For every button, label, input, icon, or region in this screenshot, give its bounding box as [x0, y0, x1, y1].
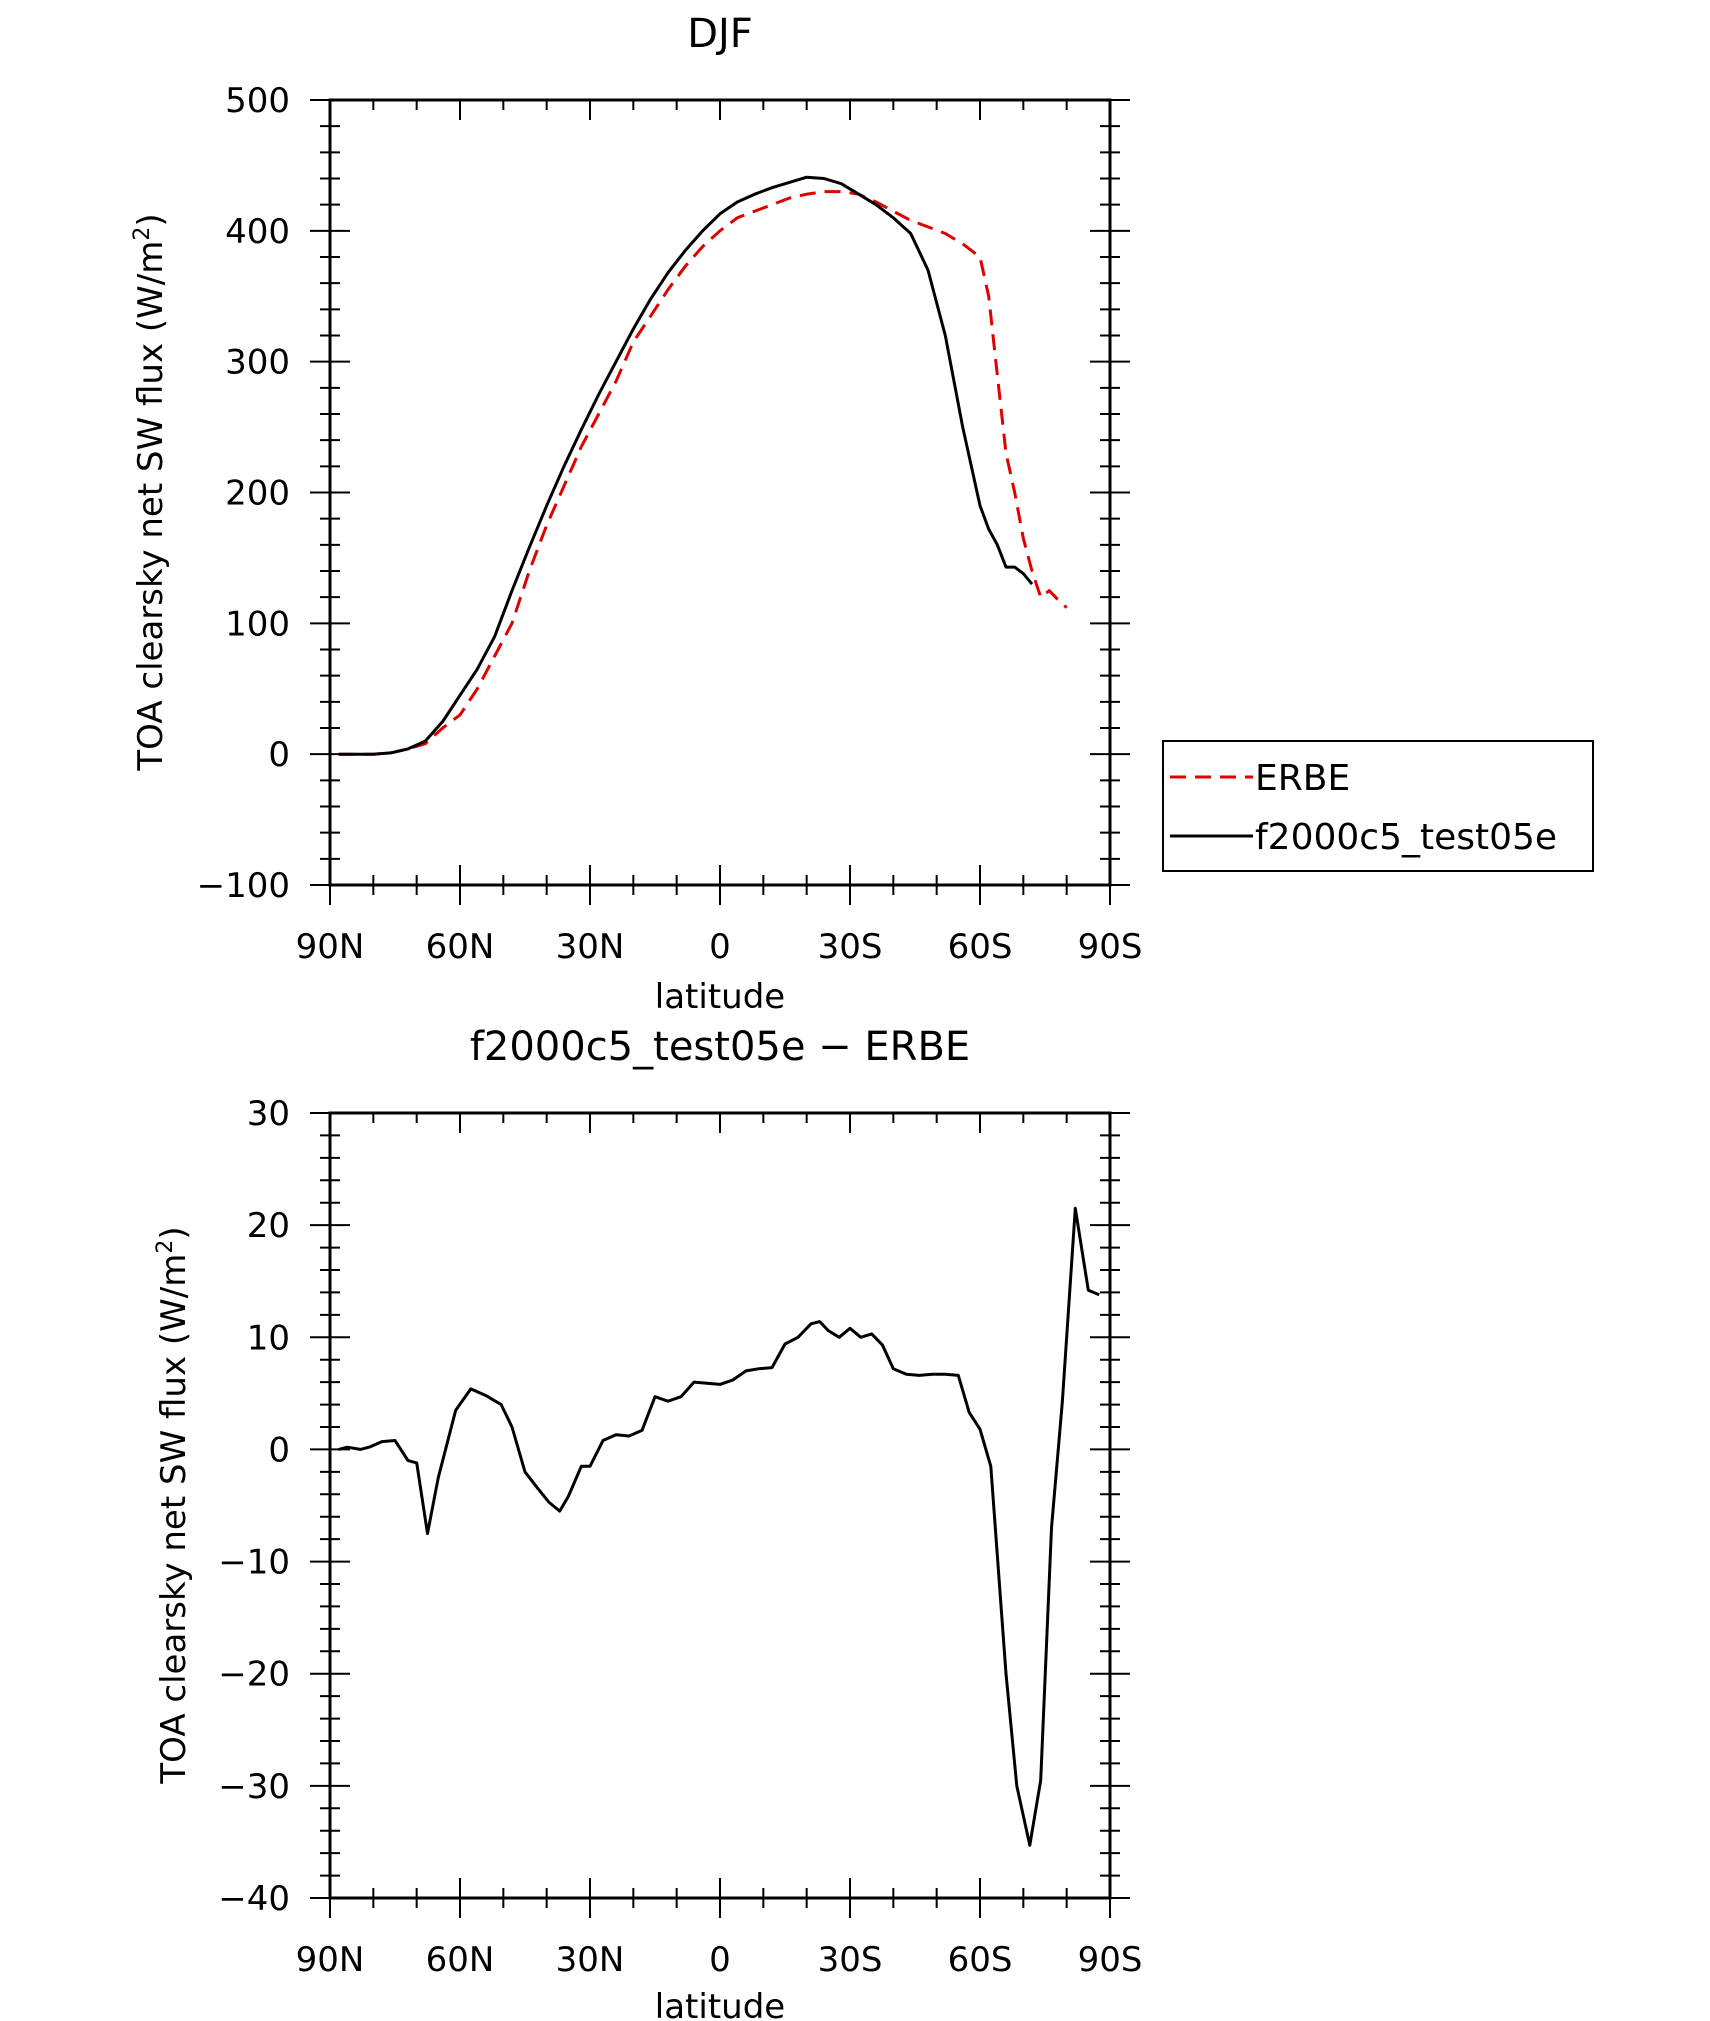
legend-box [1162, 740, 1594, 872]
top-chart-title: DJF [687, 11, 753, 57]
bottom-y-tick-label: −20 [218, 1655, 290, 1695]
top-y-axis-label-sup: 2 [130, 227, 155, 241]
legend-label-erbe: ERBE [1255, 758, 1350, 799]
bottom-y-axis-label-sup: 2 [153, 1240, 178, 1254]
top-x-tick-label: 60S [948, 927, 1013, 967]
bottom-x-tick-label: 60N [426, 1940, 495, 1980]
top-x-tick-label: 90N [296, 927, 365, 967]
top-x-tick-label: 30S [818, 927, 883, 967]
top-y-tick-label: 300 [225, 343, 290, 383]
bottom-chart-title: f2000c5_test05e − ERBE [470, 1024, 970, 1070]
top-y-tick-label: 0 [268, 735, 290, 775]
bottom-x-axis-label: latitude [655, 1987, 785, 2021]
bottom-x-tick-label: 30S [818, 1940, 883, 1980]
top-y-tick-label: 200 [225, 474, 290, 514]
bottom-series-line-difference [338, 1206, 1100, 1847]
top-x-axis-label: latitude [655, 977, 785, 1017]
bottom-series-lines [338, 1206, 1100, 1847]
bottom-y-tick-label: 10 [247, 1318, 290, 1358]
bottom-x-tick-labels: 90N 60N 30N 0 30S 60S 90S [296, 1940, 1143, 1980]
top-y-tick-label: −100 [197, 866, 290, 906]
top-y-tick-labels: −100 0 100 200 300 400 500 [197, 81, 290, 906]
top-y-axis-label-end: ) [131, 213, 171, 226]
top-x-tick-label: 90S [1078, 927, 1143, 967]
top-x-tick-label: 0 [709, 927, 731, 967]
top-x-tick-label: 60N [426, 927, 495, 967]
bottom-ticks [310, 1112, 1130, 1918]
bottom-y-axis-label-main: TOA clearsky net SW flux (W/m [154, 1254, 194, 1785]
bottom-y-tick-label: 0 [268, 1430, 290, 1470]
bottom-x-tick-label: 60S [948, 1940, 1013, 1980]
top-y-axis-label-main: TOA clearsky net SW flux (W/m [131, 241, 171, 772]
top-chart-panel: DJF 90N 60N 30N 0 30S 60S 90S −100 0 100 200 300 40… [130, 11, 1142, 1017]
top-x-tick-labels: 90N 60N 30N 0 30S 60S 90S [296, 927, 1143, 967]
top-series-lines [338, 175, 1068, 756]
bottom-x-tick-label: 90S [1078, 1940, 1143, 1980]
bottom-x-tick-label: 30N [556, 1940, 625, 1980]
bottom-y-tick-label: −10 [218, 1543, 290, 1583]
top-y-tick-label: 500 [225, 81, 290, 121]
bottom-x-tick-label: 0 [709, 1940, 731, 1980]
top-y-tick-label: 400 [225, 212, 290, 252]
bottom-y-axis-label: TOA clearsky net SW flux (W/m2) [153, 1226, 194, 1784]
bottom-y-tick-label: −30 [218, 1767, 290, 1807]
bottom-y-tick-label: 30 [247, 1094, 290, 1134]
top-series-line-erbe [338, 190, 1068, 756]
bottom-y-axis-label-end: ) [154, 1226, 194, 1239]
top-ticks [310, 99, 1130, 905]
bottom-y-tick-label: −40 [218, 1879, 290, 1919]
legend-label-model: f2000c5_test05e [1255, 817, 1557, 858]
bottom-x-tick-label: 90N [296, 1940, 365, 1980]
legend: ERBE f2000c5_test05e [1162, 740, 1594, 872]
bottom-chart-panel: f2000c5_test05e − ERBE 90N 60N 30N 0 30S 60S 9… [153, 1024, 1142, 2021]
top-y-axis-label: TOA clearsky net SW flux (W/m2) [130, 213, 171, 771]
bottom-y-tick-labels: −40 −30 −20 −10 0 10 20 30 [218, 1094, 290, 1919]
top-x-tick-label: 30N [556, 927, 625, 967]
top-plot-frame [328, 98, 1112, 887]
bottom-y-tick-label: 20 [247, 1206, 290, 1246]
top-y-tick-label: 100 [225, 604, 290, 644]
top-series-line-f2000c5-test05e [338, 175, 1034, 756]
